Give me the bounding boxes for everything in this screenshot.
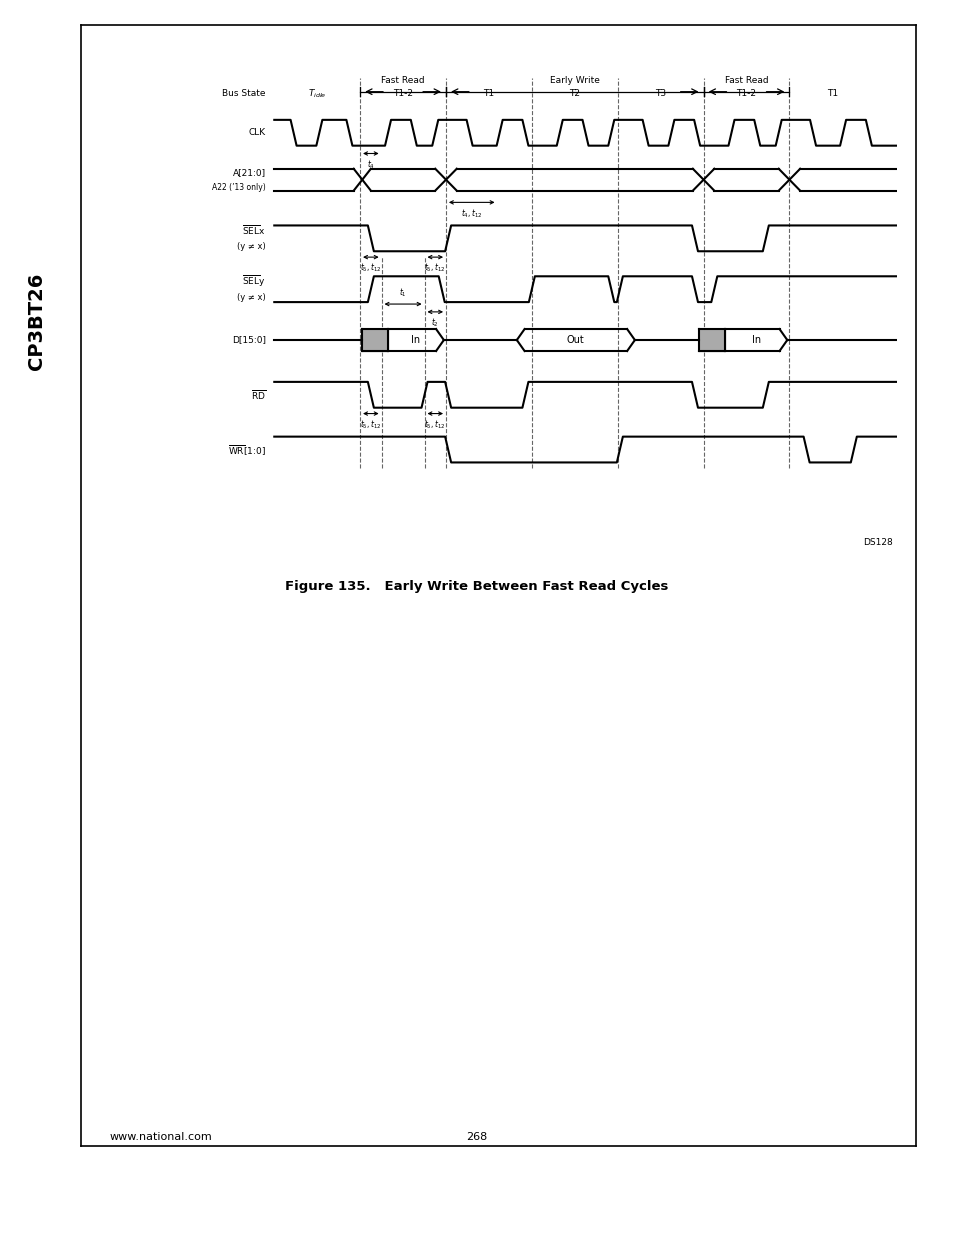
Text: T2: T2 [569, 89, 579, 98]
Text: $\overline{\rm WR}$[1:0]: $\overline{\rm WR}$[1:0] [228, 442, 265, 457]
Text: T1: T1 [826, 89, 837, 98]
Text: A[21:0]: A[21:0] [233, 168, 265, 177]
Text: $\overline{\rm SEL}$y: $\overline{\rm SEL}$y [242, 274, 265, 289]
Text: $t_5, t_{12}$: $t_5, t_{12}$ [424, 262, 446, 274]
Text: $t_1$: $t_1$ [398, 287, 407, 299]
Text: In: In [751, 335, 760, 345]
Text: $t_2$: $t_2$ [431, 316, 438, 329]
Text: DS128: DS128 [862, 537, 891, 547]
Text: T1-2: T1-2 [736, 89, 756, 98]
Text: T1: T1 [483, 89, 494, 98]
Text: $t_4, t_{12}$: $t_4, t_{12}$ [460, 207, 482, 220]
Text: CLK: CLK [249, 128, 265, 137]
Text: $t_5, t_{12}$: $t_5, t_{12}$ [359, 262, 381, 274]
Text: Fast Read: Fast Read [381, 75, 424, 85]
Text: D[15:0]: D[15:0] [232, 336, 265, 345]
Text: Early Write: Early Write [549, 75, 599, 85]
Text: $\overline{\rm SEL}$x: $\overline{\rm SEL}$x [242, 224, 265, 237]
Text: T1-2: T1-2 [393, 89, 413, 98]
Text: Fast Read: Fast Read [724, 75, 767, 85]
Text: $\overline{\rm RD}$: $\overline{\rm RD}$ [251, 388, 265, 401]
Text: T3: T3 [655, 89, 665, 98]
Text: Figure 135.   Early Write Between Fast Read Cycles: Figure 135. Early Write Between Fast Rea… [285, 580, 668, 593]
Text: $t_5, t_{12}$: $t_5, t_{12}$ [424, 419, 446, 431]
Text: CP3BT26: CP3BT26 [27, 273, 46, 369]
Text: (y ≠ x): (y ≠ x) [236, 293, 265, 301]
Text: Out: Out [566, 335, 584, 345]
Text: $t_4$: $t_4$ [367, 158, 375, 170]
Text: In: In [411, 335, 420, 345]
Text: (y ≠ x): (y ≠ x) [236, 242, 265, 251]
Text: $t_5, t_{12}$: $t_5, t_{12}$ [359, 419, 381, 431]
Text: www.national.com: www.national.com [110, 1132, 213, 1142]
Text: A22 (’13 only): A22 (’13 only) [212, 183, 265, 191]
Text: Bus State: Bus State [222, 89, 265, 98]
Text: 268: 268 [466, 1132, 487, 1142]
Text: $T_{idle}$: $T_{idle}$ [308, 88, 326, 100]
